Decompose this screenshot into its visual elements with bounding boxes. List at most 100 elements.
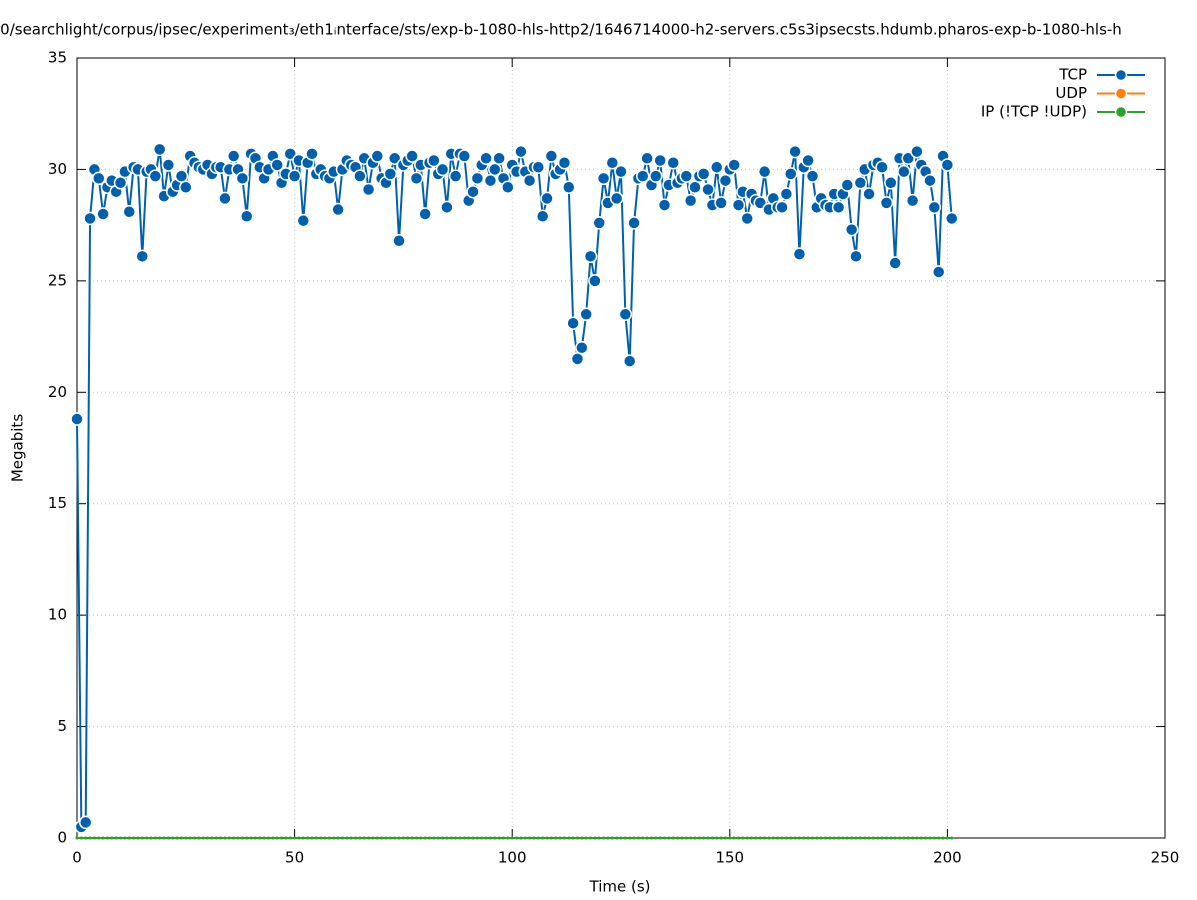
- data-point: [239, 209, 254, 223]
- y-tick-label: 5: [57, 717, 67, 735]
- x-tick-label: 150: [715, 849, 744, 867]
- data-point: [323, 836, 327, 840]
- data-point: [314, 836, 318, 840]
- data-point: [175, 836, 179, 840]
- data-point: [663, 836, 667, 840]
- data-point: [149, 836, 153, 840]
- data-point: [850, 836, 854, 840]
- data-point: [632, 836, 636, 840]
- data-point: [767, 836, 771, 840]
- data-point: [710, 836, 714, 840]
- data-point: [696, 167, 711, 181]
- data-point: [597, 836, 601, 840]
- data-point: [758, 836, 762, 840]
- data-point: [854, 836, 858, 840]
- data-point: [223, 836, 227, 840]
- data-point: [174, 169, 189, 183]
- data-point: [340, 836, 344, 840]
- data-point: [884, 836, 888, 840]
- data-point: [732, 836, 736, 840]
- data-point: [715, 836, 719, 840]
- data-point: [484, 836, 488, 840]
- data-point: [136, 836, 140, 840]
- data-point: [876, 836, 880, 840]
- data-point: [679, 169, 694, 183]
- data-point: [310, 836, 314, 840]
- data-point: [218, 191, 232, 206]
- data-point: [558, 836, 562, 840]
- data-point: [840, 178, 855, 192]
- data-point: [575, 836, 579, 840]
- data-point: [249, 836, 253, 840]
- data-point: [740, 211, 754, 226]
- data-point: [649, 836, 653, 840]
- data-point: [622, 354, 637, 368]
- data-point: [579, 307, 593, 322]
- data-point: [614, 164, 628, 179]
- data-point: [153, 836, 157, 840]
- data-point: [483, 173, 498, 188]
- data-point: [618, 307, 633, 322]
- data-point: [728, 836, 732, 840]
- data-point: [863, 836, 867, 840]
- data-point: [371, 836, 375, 840]
- y-tick-label: 15: [48, 494, 67, 512]
- data-point: [445, 836, 449, 840]
- data-point: [688, 180, 702, 195]
- data-point: [627, 216, 641, 230]
- data-point: [92, 171, 106, 186]
- data-point: [723, 836, 727, 840]
- data-point: [206, 836, 210, 840]
- data-point: [831, 200, 846, 215]
- data-point: [114, 836, 118, 840]
- data-point: [897, 164, 911, 179]
- data-point: [401, 836, 405, 840]
- data-point: [879, 196, 894, 210]
- data-point: [923, 173, 937, 188]
- data-point: [571, 836, 575, 840]
- data-point: [937, 836, 941, 840]
- data-point: [305, 147, 319, 161]
- data-point: [562, 180, 576, 195]
- data-point: [570, 352, 585, 366]
- data-point: [615, 836, 619, 840]
- data-point: [667, 836, 671, 840]
- data-point: [361, 182, 376, 197]
- data-point: [488, 836, 492, 840]
- data-point: [731, 198, 746, 212]
- data-point: [497, 836, 501, 840]
- data-point: [645, 836, 649, 840]
- y-tick-label: 30: [48, 160, 67, 178]
- data-point: [370, 149, 385, 163]
- legend-label: UDP: [1055, 84, 1087, 102]
- data-point: [580, 836, 584, 840]
- data-point: [566, 316, 580, 330]
- data-point: [148, 169, 163, 183]
- data-point: [523, 836, 527, 840]
- data-point: [392, 233, 406, 248]
- data-point: [605, 155, 620, 170]
- data-point: [97, 836, 101, 840]
- data-point: [636, 169, 650, 183]
- data-point: [902, 836, 906, 840]
- data-point: [78, 815, 93, 830]
- data-point: [784, 836, 788, 840]
- data-point: [119, 836, 123, 840]
- data-point: [358, 836, 362, 840]
- data-point: [641, 836, 645, 840]
- data-point: [270, 158, 284, 172]
- data-point: [214, 836, 218, 840]
- data-point: [432, 836, 436, 840]
- y-axis-label: Megabits: [9, 414, 27, 482]
- data-point: [466, 184, 480, 199]
- y-tick-label: 35: [48, 49, 67, 67]
- data-point: [753, 196, 768, 210]
- data-point: [776, 836, 780, 840]
- data-point: [92, 836, 96, 840]
- data-point: [737, 836, 741, 840]
- data-point: [253, 836, 257, 840]
- data-point: [441, 836, 445, 840]
- y-tick-label: 20: [48, 383, 67, 401]
- data-point: [184, 836, 188, 840]
- data-point: [283, 147, 297, 161]
